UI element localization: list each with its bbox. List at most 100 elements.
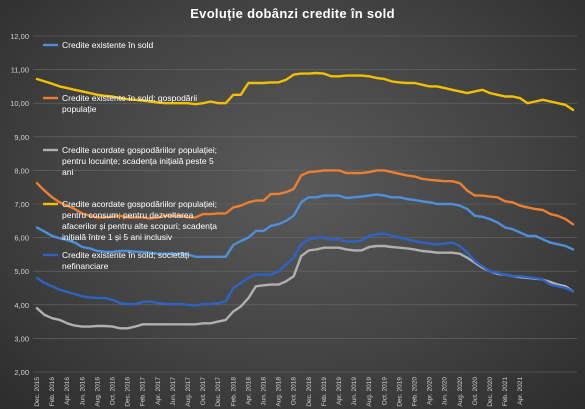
- x-tick-label: Oct. 2020: [472, 377, 479, 406]
- legend-label: pentru consum; pentru dezvoltarea: [62, 210, 194, 220]
- x-tick-label: Dec. 2015: [34, 377, 41, 407]
- y-tick-label: 2,00: [14, 368, 29, 377]
- legend: Credite existente în sold Credite existen…: [43, 40, 217, 271]
- x-tick-label: Feb. 2017: [140, 377, 147, 407]
- y-tick-label: 7,00: [14, 200, 29, 209]
- x-tick-label: Dec. 2018: [306, 377, 313, 407]
- legend-entry-5: Credite existente în sold; societăținefi…: [43, 250, 189, 271]
- x-tick-label: Apr. 2020: [427, 377, 434, 405]
- x-tick-label: Oct. 2016: [109, 377, 116, 406]
- x-tick: Apr. 2018: [245, 377, 252, 405]
- x-tick: Oct. 2018: [291, 377, 298, 406]
- x-tick: Oct. 2017: [200, 377, 207, 406]
- x-tick: Dec. 2017: [215, 377, 222, 407]
- x-tick-label: Jun. 2020: [442, 377, 449, 406]
- chart-title: Evoluție dobânzi credite în sold: [190, 6, 395, 21]
- legend-label: pentru locuințe; scadența inițială peste…: [62, 156, 214, 166]
- x-tick: Dec. 2020: [487, 377, 494, 407]
- x-tick: Oct. 2019: [381, 377, 388, 406]
- x-tick: Apr. 2021: [517, 377, 524, 405]
- x-tick: Feb. 2019: [321, 377, 328, 407]
- x-tick-label: Oct. 2018: [291, 377, 298, 406]
- x-tick-label: Dec. 2020: [487, 377, 494, 407]
- x-tick: Jun. 2018: [260, 377, 267, 406]
- x-tick: Feb. 2018: [230, 377, 237, 407]
- x-tick: Aug. 2018: [276, 377, 283, 407]
- x-tick-label: Dec. 2016: [125, 377, 132, 407]
- legend-label: afacerilor și pentru alte scopuri; scade…: [62, 221, 217, 231]
- x-tick-label: Aug. 2019: [366, 377, 373, 407]
- legend-entry-3: Credite acordate gospodăriilor populație…: [43, 145, 217, 177]
- x-tick-label: Aug. 2018: [276, 377, 283, 407]
- legend-label: inițială între 1 și 5 ani inclusiv: [62, 232, 173, 242]
- x-tick-label: Dec. 2017: [215, 377, 222, 407]
- x-tick: Oct. 2016: [109, 377, 116, 406]
- x-tick: Feb. 2021: [502, 377, 509, 407]
- x-tick: Oct. 2020: [472, 377, 479, 406]
- x-tick-label: Apr. 2018: [245, 377, 252, 405]
- legend-entry-1: Credite existente în sold: [43, 40, 153, 50]
- x-tick: Apr. 2019: [336, 377, 343, 405]
- x-tick-label: Apr. 2016: [64, 377, 71, 405]
- x-tick-label: Oct. 2017: [200, 377, 207, 406]
- x-tick: Dec. 2018: [306, 377, 313, 407]
- legend-label: Credite existente în sold; societăți: [62, 250, 189, 260]
- x-tick: Jun. 2017: [170, 377, 177, 406]
- x-tick: Apr. 2017: [155, 377, 162, 405]
- legend-label: ani: [62, 167, 73, 177]
- x-tick-label: Feb. 2021: [502, 377, 509, 407]
- legend-label: Credite acordate gospodăriilor populație…: [62, 145, 217, 155]
- x-tick-label: Feb. 2020: [411, 377, 418, 407]
- x-tick-label: Oct. 2019: [381, 377, 388, 406]
- x-tick-label: Feb. 2018: [230, 377, 237, 407]
- x-tick-label: Aug. 2016: [94, 377, 101, 407]
- legend-label: Credite existente în sold; gospodării: [62, 93, 197, 103]
- x-tick: Apr. 2020: [427, 377, 434, 405]
- x-tick-label: Apr. 2019: [336, 377, 343, 405]
- series-line-2: [35, 169, 575, 226]
- legend-label: Credite acordate gospodăriilor populație…: [62, 199, 217, 209]
- legend-label: Credite existente în sold: [62, 40, 153, 50]
- x-tick: Feb. 2017: [140, 377, 147, 407]
- series-line-1: [35, 193, 575, 258]
- legend-label: nefinanciare: [62, 261, 109, 271]
- y-tick-label: 3,00: [14, 334, 29, 343]
- series-line-4: [35, 71, 575, 112]
- x-tick-label: Jun. 2019: [351, 377, 358, 406]
- y-tick-label: 6,00: [14, 234, 29, 243]
- x-tick: Apr. 2016: [64, 377, 71, 405]
- x-tick-label: Apr. 2017: [155, 377, 162, 405]
- x-tick-label: Feb. 2016: [49, 377, 56, 407]
- y-tick-label: 9,00: [14, 133, 29, 142]
- y-tick-label: 8,00: [14, 166, 29, 175]
- x-tick: Dec. 2016: [125, 377, 132, 407]
- y-tick-label: 10,00: [10, 99, 29, 108]
- x-tick: Aug. 2019: [366, 377, 373, 407]
- x-tick: Aug. 2016: [94, 377, 101, 407]
- series-line-5: [35, 232, 575, 307]
- x-tick-label: Aug. 2020: [457, 377, 464, 407]
- x-tick: Jun. 2019: [351, 377, 358, 406]
- x-tick-label: Jun. 2016: [79, 377, 86, 406]
- y-tick-label: 4,00: [14, 301, 29, 310]
- gridlines: [33, 35, 577, 373]
- legend-entry-2: Credite existente în sold; gospodăriipop…: [43, 93, 197, 114]
- x-tick: Dec. 2019: [396, 377, 403, 407]
- y-tick-label: 12,00: [10, 32, 29, 41]
- x-tick-label: Dec. 2019: [396, 377, 403, 407]
- x-tick: Aug. 2020: [457, 377, 464, 407]
- x-tick-label: Jun. 2018: [260, 377, 267, 406]
- legend-entry-4: Credite acordate gospodăriilor populație…: [43, 199, 217, 242]
- x-tick: Jun. 2016: [79, 377, 86, 406]
- x-tick-label: Feb. 2019: [321, 377, 328, 407]
- x-axis-ticks: Dec. 2015 Feb. 2016 Apr. 2016 Jun. 2016 Aug.…: [34, 377, 524, 407]
- x-tick: Jun. 2020: [442, 377, 449, 406]
- x-tick: Dec. 2015: [34, 377, 41, 407]
- series-lines: [35, 71, 575, 330]
- x-tick-label: Aug. 2017: [185, 377, 192, 407]
- y-tick-label: 11,00: [11, 66, 29, 75]
- x-tick: Aug. 2017: [185, 377, 192, 407]
- y-tick-label: 5,00: [14, 267, 29, 276]
- x-tick: Feb. 2016: [49, 377, 56, 407]
